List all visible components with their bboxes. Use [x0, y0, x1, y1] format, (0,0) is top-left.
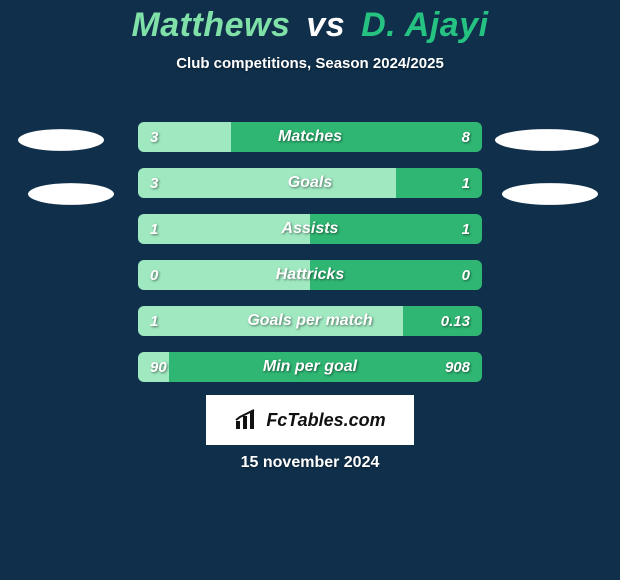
stat-value-right: 8 [462, 122, 470, 152]
stat-row: 90908Min per goal [138, 352, 482, 382]
bar-fill-left [138, 260, 310, 290]
flag-ellipse [502, 183, 598, 205]
bar-fill-left [138, 214, 310, 244]
player2-name: D. Ajayi [361, 6, 488, 44]
bar-fill-right [169, 352, 482, 382]
stat-value-left: 90 [150, 352, 167, 382]
stat-row: 11Assists [138, 214, 482, 244]
stat-value-left: 0 [150, 260, 158, 290]
bar-fill-right [310, 214, 482, 244]
chart-icon [234, 409, 260, 431]
bar-fill-left [138, 306, 403, 336]
flag-ellipse [18, 129, 104, 151]
stat-value-left: 3 [150, 122, 158, 152]
comparison-infographic: Matthews vs D. Ajayi Club competitions, … [0, 0, 620, 580]
flag-ellipse [495, 129, 599, 151]
stat-value-right: 0 [462, 260, 470, 290]
stat-value-right: 1 [462, 168, 470, 198]
stat-row: 10.13Goals per match [138, 306, 482, 336]
stat-row: 38Matches [138, 122, 482, 152]
stat-value-right: 0.13 [441, 306, 470, 336]
stat-row: 31Goals [138, 168, 482, 198]
stat-rows: 38Matches31Goals11Assists00Hattricks10.1… [138, 122, 482, 398]
bar-fill-left [138, 168, 396, 198]
page-title: Matthews vs D. Ajayi [0, 0, 620, 45]
vs-word: vs [306, 6, 345, 44]
bar-fill-right [310, 260, 482, 290]
stat-value-right: 1 [462, 214, 470, 244]
footer-date: 15 november 2024 [0, 454, 620, 472]
stat-value-left: 1 [150, 306, 158, 336]
player1-name: Matthews [131, 6, 290, 44]
logo-text: FcTables.com [266, 410, 385, 431]
subtitle: Club competitions, Season 2024/2025 [0, 55, 620, 72]
stat-value-right: 908 [445, 352, 470, 382]
stat-row: 00Hattricks [138, 260, 482, 290]
stat-value-left: 3 [150, 168, 158, 198]
bar-fill-right [231, 122, 482, 152]
flag-ellipse [28, 183, 114, 205]
stat-value-left: 1 [150, 214, 158, 244]
logo-badge: FcTables.com [206, 395, 414, 445]
